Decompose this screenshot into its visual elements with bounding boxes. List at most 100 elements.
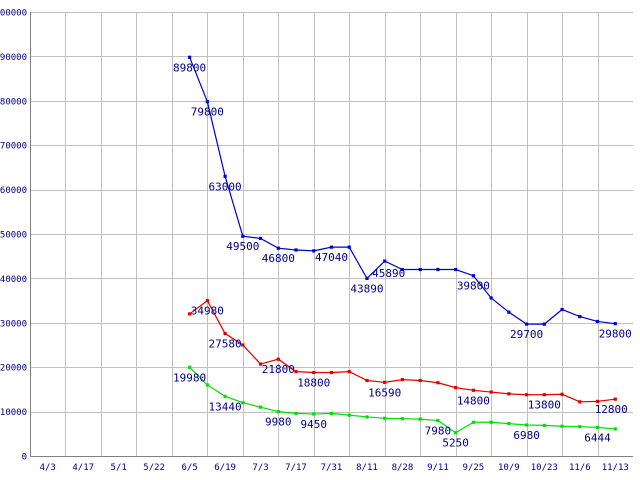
data-point-marker xyxy=(454,386,458,390)
x-axis-label: 10/23 xyxy=(531,463,558,473)
data-point-marker xyxy=(329,411,334,415)
data-point-marker xyxy=(312,370,316,375)
y-axis-label: 30000 xyxy=(0,319,27,329)
data-point-label: 7980 xyxy=(425,425,452,438)
data-point-label: 27580 xyxy=(209,338,242,351)
data-point-marker xyxy=(365,415,369,419)
x-axis-label: 6/5 xyxy=(181,463,197,473)
data-point-marker xyxy=(542,322,546,326)
data-point-label: 29700 xyxy=(510,328,543,341)
data-point-label: 21800 xyxy=(262,363,295,376)
data-point-label: 47040 xyxy=(315,251,348,264)
data-point-marker xyxy=(595,425,600,429)
data-point-marker xyxy=(578,314,582,319)
data-point-marker xyxy=(542,393,546,397)
data-point-marker xyxy=(294,248,298,252)
data-point-marker xyxy=(400,417,405,421)
data-point-marker xyxy=(471,388,475,392)
x-axis-label: 7/31 xyxy=(321,463,343,473)
y-axis-tick-labels: 0 10000 20000 30000 40000 50000 60000 70000 8000… xyxy=(0,9,27,463)
x-axis-label: 10/9 xyxy=(498,463,520,473)
y-axis-label: 70000 xyxy=(0,142,27,152)
data-point-marker xyxy=(595,319,600,324)
data-point-marker xyxy=(613,322,617,326)
data-point-label: 39800 xyxy=(457,280,490,293)
data-point-marker xyxy=(258,236,263,241)
data-point-marker xyxy=(365,378,369,383)
data-point-marker xyxy=(524,393,529,397)
x-axis-label: 6/19 xyxy=(214,463,236,473)
data-point-marker xyxy=(383,416,387,420)
data-point-marker xyxy=(223,331,227,336)
data-point-label: 43890 xyxy=(350,282,383,295)
data-point-marker xyxy=(312,412,316,416)
data-point-label: 46800 xyxy=(262,252,295,265)
data-point-marker xyxy=(613,427,617,431)
data-point-marker xyxy=(489,390,493,394)
data-point-label: 6444 xyxy=(584,431,611,444)
data-point-marker xyxy=(418,378,422,383)
data-point-label: 89800 xyxy=(173,61,206,74)
data-point-marker xyxy=(223,394,227,398)
data-point-marker xyxy=(471,274,475,278)
x-axis-label: 5/1 xyxy=(111,463,127,473)
data-point-marker xyxy=(418,267,422,272)
data-point-marker xyxy=(205,383,209,387)
data-point-marker xyxy=(436,418,440,423)
data-point-label: 13800 xyxy=(528,399,561,412)
y-axis-label: 50000 xyxy=(0,231,27,241)
x-axis-label: 11/6 xyxy=(569,463,591,473)
data-point-marker xyxy=(489,296,493,300)
x-axis-label: 11/13 xyxy=(602,463,629,473)
data-point-marker xyxy=(400,378,405,382)
data-point-label: 19980 xyxy=(173,371,206,384)
data-point-marker xyxy=(276,246,280,250)
data-point-marker xyxy=(524,322,529,326)
data-point-marker xyxy=(188,312,192,316)
data-point-label: 6980 xyxy=(513,429,540,442)
y-axis-label: 100000 xyxy=(0,9,27,19)
data-point-marker xyxy=(542,423,546,427)
data-point-label: 16590 xyxy=(368,386,401,399)
x-axis-label: 8/11 xyxy=(356,463,378,473)
data-point-marker xyxy=(507,421,511,426)
series-series-red xyxy=(189,299,616,403)
y-axis-label: 10000 xyxy=(0,408,27,418)
data-point-marker xyxy=(471,420,475,424)
data-point-marker xyxy=(418,417,422,421)
data-point-marker xyxy=(294,411,298,415)
data-point-label: 49500 xyxy=(226,240,259,253)
data-point-marker xyxy=(560,424,564,428)
y-axis-label: 80000 xyxy=(0,97,27,107)
data-point-label: 79800 xyxy=(191,106,224,119)
data-point-marker xyxy=(294,370,298,374)
data-point-marker xyxy=(347,245,351,249)
y-axis-label: 0 xyxy=(22,453,27,463)
data-point-marker xyxy=(436,267,440,272)
data-point-marker xyxy=(383,380,387,384)
x-axis-label: 9/11 xyxy=(427,463,449,473)
data-point-marker xyxy=(312,249,316,253)
data-point-label: 9450 xyxy=(301,418,328,431)
data-point-label: 9980 xyxy=(265,416,292,429)
data-point-marker xyxy=(436,381,440,385)
data-point-marker xyxy=(365,276,369,280)
data-point-marker xyxy=(507,310,511,314)
data-point-marker xyxy=(489,420,493,424)
x-axis-label: 4/17 xyxy=(72,463,94,473)
data-point-marker xyxy=(205,299,209,303)
data-point-marker xyxy=(383,259,387,263)
grid-layer xyxy=(30,12,633,457)
y-axis-label: 60000 xyxy=(0,186,27,196)
data-point-marker xyxy=(258,362,263,366)
data-point-marker xyxy=(276,410,280,414)
data-point-marker xyxy=(578,400,582,404)
y-axis-label: 90000 xyxy=(0,53,27,63)
data-point-marker xyxy=(454,431,458,435)
data-point-marker xyxy=(507,392,511,396)
data-point-label: 13440 xyxy=(209,400,242,413)
x-axis-label: 8/28 xyxy=(392,463,414,473)
